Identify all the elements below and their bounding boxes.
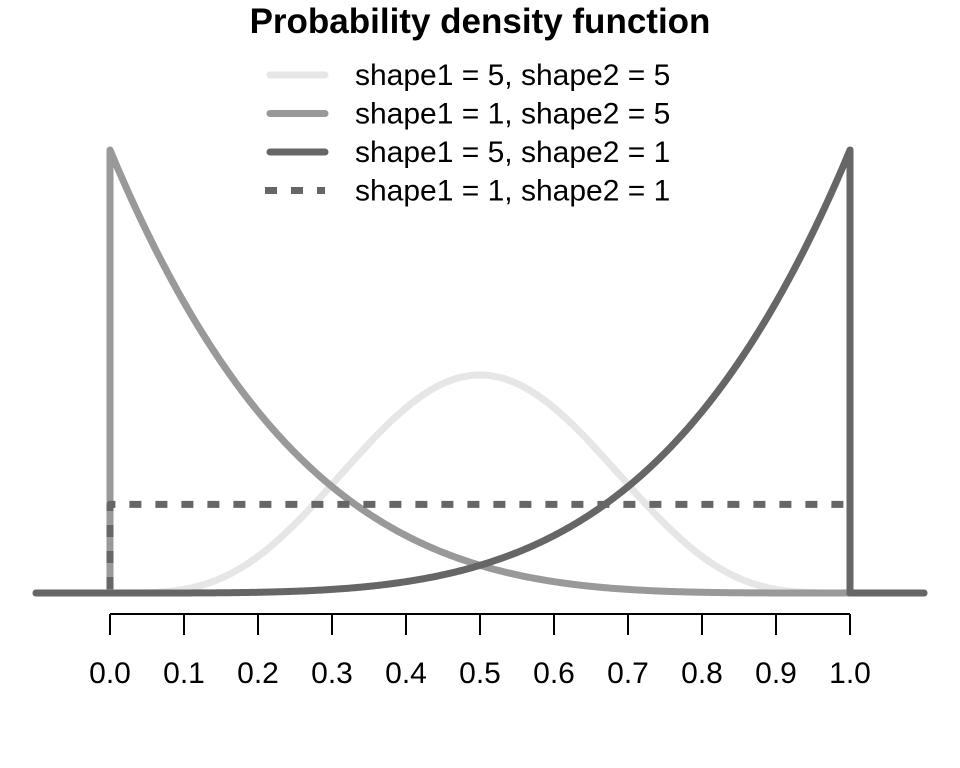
x-tick-label: 0.8 <box>681 657 723 690</box>
x-tick-label: 0.6 <box>533 657 575 690</box>
series-line-1 <box>32 371 928 597</box>
legend-label: shape1 = 5, shape2 = 5 <box>355 59 670 92</box>
x-axis: 0.0 0.1 0.2 0.3 0.4 0.5 0.6 0.7 0.8 0.9 1.0 <box>89 613 871 690</box>
x-tick-label: 0.4 <box>385 657 427 690</box>
series-line-4 <box>36 500 924 597</box>
x-tick-label: 0.1 <box>163 657 205 690</box>
legend: shape1 = 5, shape2 = 5 shape1 = 1, shape2… <box>265 59 670 208</box>
x-tick-label: 0.2 <box>237 657 279 690</box>
legend-label: shape1 = 1, shape2 = 1 <box>355 175 670 208</box>
series-line-3 <box>32 146 928 597</box>
legend-label: shape1 = 5, shape2 = 1 <box>355 136 670 169</box>
x-tick-label: 0.0 <box>89 657 131 690</box>
x-tick-label: 0.3 <box>311 657 353 690</box>
x-tick-label: 1.0 <box>829 657 871 690</box>
chart-title: Probability density function <box>250 2 711 41</box>
x-tick-label: 0.5 <box>459 657 501 690</box>
legend-label: shape1 = 1, shape2 = 5 <box>355 98 670 131</box>
x-tick-label: 0.7 <box>607 657 649 690</box>
plot-area <box>32 146 928 597</box>
x-tick-label: 0.9 <box>755 657 797 690</box>
